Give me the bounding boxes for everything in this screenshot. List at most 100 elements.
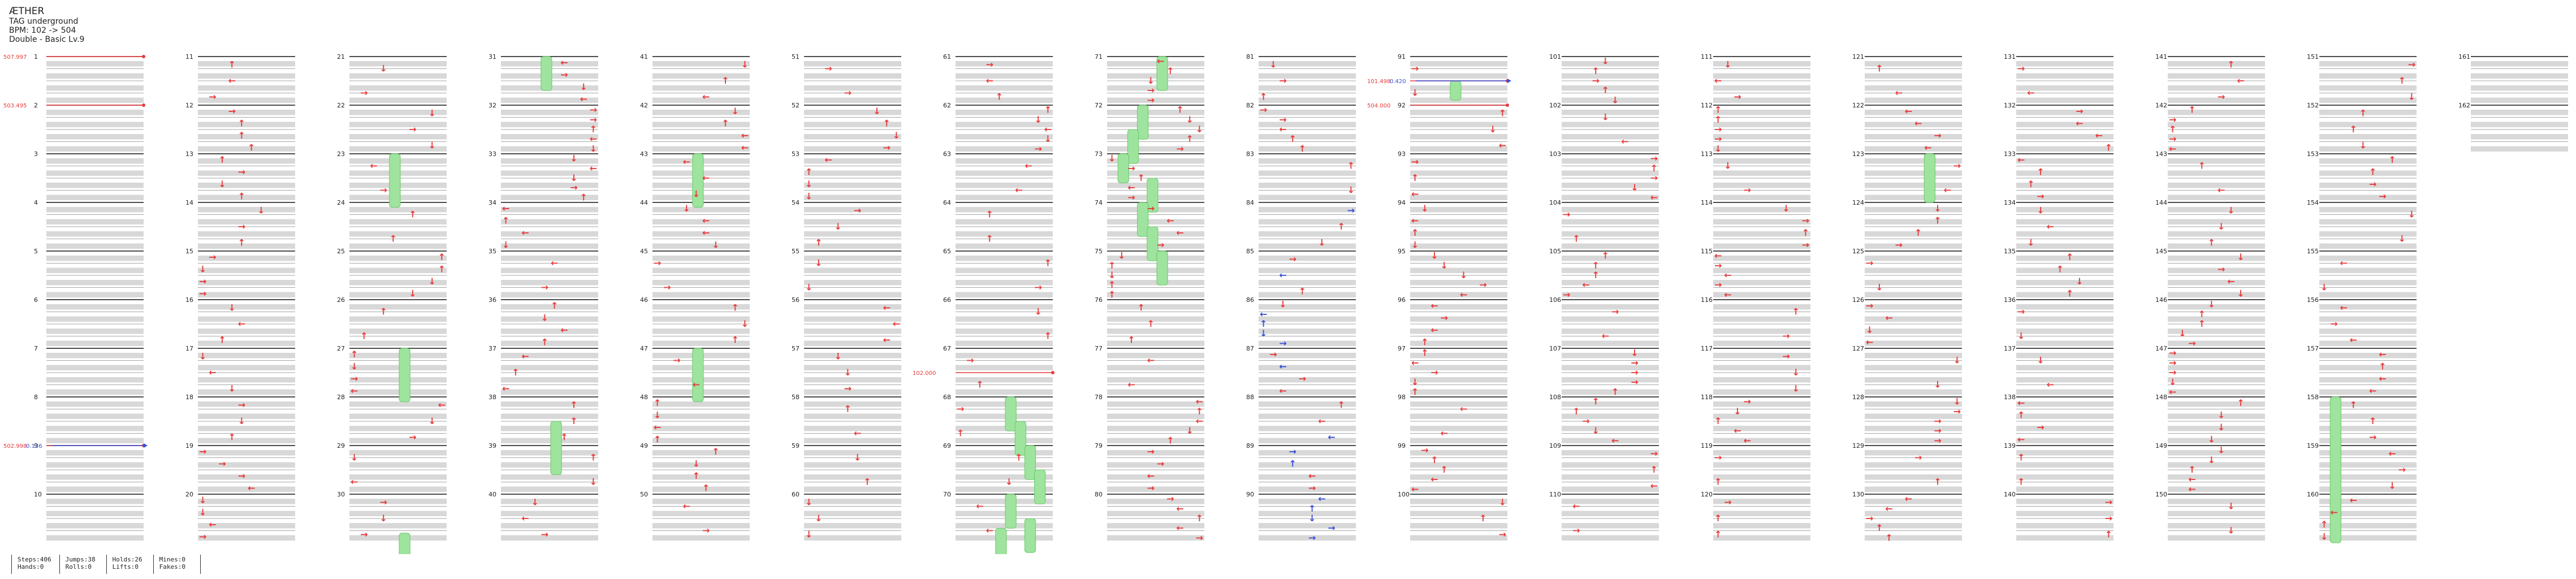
beat-shade [652,243,750,249]
step-arrow: ↓ [2027,237,2034,248]
stat-lifts: Lifts:0 [112,563,139,571]
hold-note [692,348,704,403]
beat-shade [1562,535,1659,541]
beat-shade [2471,85,2568,91]
step-arrow: ↑ [2169,124,2176,135]
step-arrow: ↑ [732,302,739,313]
step-arrow: → [1299,373,1306,384]
beat-shade [1562,401,1659,407]
step-arrow: ↓ [2408,92,2415,102]
measure-number: 17 [185,345,193,352]
beat-shade [1410,73,1507,79]
beat-shade [956,462,1053,468]
beat-shade [1865,292,1962,297]
beat-shade [1562,183,1659,188]
step-arrow: ↓ [570,153,577,164]
step-arrow: → [1563,289,1570,300]
measure-number: 29 [337,442,345,450]
step-arrow: ↓ [2320,282,2328,293]
beat-shade [2168,340,2265,346]
step-arrow: ↑ [1260,92,1267,102]
measure-number: 155 [2307,248,2319,255]
stat-hands: Hands:0 [18,563,44,571]
beat-shade [46,401,144,407]
step-arrow: ← [1147,355,1155,366]
beat-shade [804,450,901,456]
beat-shade [1259,231,1356,237]
beat-shade [804,158,901,164]
step-arrow: ← [2017,154,2025,165]
measure-number: 38 [489,394,496,401]
beat-shade [501,486,598,492]
beat-shade [1410,61,1507,67]
step-arrow: ↑ [1499,107,1506,118]
beat-shade [652,401,750,407]
measure-number: 97 [1398,345,1406,352]
step-arrow: → [663,282,671,293]
beat-shade [804,183,901,188]
step-arrow: → [1953,406,1961,417]
measure-number: 151 [2307,53,2319,61]
beat-shade [1562,158,1659,164]
step-arrow: ↑ [238,191,245,201]
step-arrow: → [2369,432,2376,443]
beat-shade [2319,365,2417,370]
beat-shade [652,462,750,468]
measure-number: 143 [2155,150,2167,158]
measure-number: 82 [1246,102,1254,109]
measure-number: 116 [1701,296,1713,304]
measure-number: 128 [1852,394,1864,401]
step-arrow: ← [854,428,861,439]
step-arrow: ↑ [2017,409,2025,420]
step-arrow: ↓ [1005,477,1013,487]
bpm-change-dot [142,103,145,107]
stat-rolls: Rolls:0 [65,563,92,571]
step-arrow: ↑ [1650,163,1658,174]
step-arrow: ← [2379,349,2386,360]
step-arrow: ↑ [1338,221,1345,232]
step-arrow: ← [893,318,900,329]
beat-shade [1107,353,1204,358]
step-arrow: ↑ [1421,336,1428,347]
step-arrow: → [854,205,861,215]
step-arrow: ↑ [438,263,446,274]
step-arrow: ↓ [854,452,861,463]
hold-note [1005,396,1017,431]
step-arrow: ← [1602,331,1609,342]
beat-shade [349,340,447,346]
beat-shade [1107,401,1204,407]
step-arrow: ↑ [1441,464,1448,475]
step-arrow: → [2037,191,2044,201]
measure-number: 66 [943,296,951,304]
step-arrow: ↓ [1147,75,1155,86]
step-arrow: ↑ [2198,318,2206,329]
beat-shade [956,110,1053,115]
beat-shade [1259,122,1356,127]
beat-shade [804,377,901,383]
beat-shade [1107,511,1204,516]
step-arrow: ← [986,525,993,536]
beat-shade [349,523,447,529]
beat-shade [804,267,901,273]
beat-shade [2016,158,2113,164]
step-arrow: ↓ [257,205,265,215]
beat-shade [1713,97,1810,103]
measure-number: 115 [1701,248,1713,255]
step-arrow: → [2369,179,2376,189]
step-arrow: ↑ [218,335,226,345]
beat-shade [2016,280,2113,286]
beat-shade [1259,146,1356,152]
measure-number: 37 [489,345,496,352]
beat-shade [198,243,295,249]
step-arrow: ↑ [1308,503,1316,514]
step-arrow: ← [1905,106,1912,116]
beat-shade [198,353,295,358]
beat-shade [956,73,1053,79]
beat-shade [501,183,598,188]
step-arrow: ← [2388,448,2396,459]
beat-shade [1713,110,1810,115]
beat-shade [1107,85,1204,91]
step-arrow: ↑ [570,399,577,410]
step-arrow: ← [741,130,749,141]
measure-number: 23 [337,150,345,158]
